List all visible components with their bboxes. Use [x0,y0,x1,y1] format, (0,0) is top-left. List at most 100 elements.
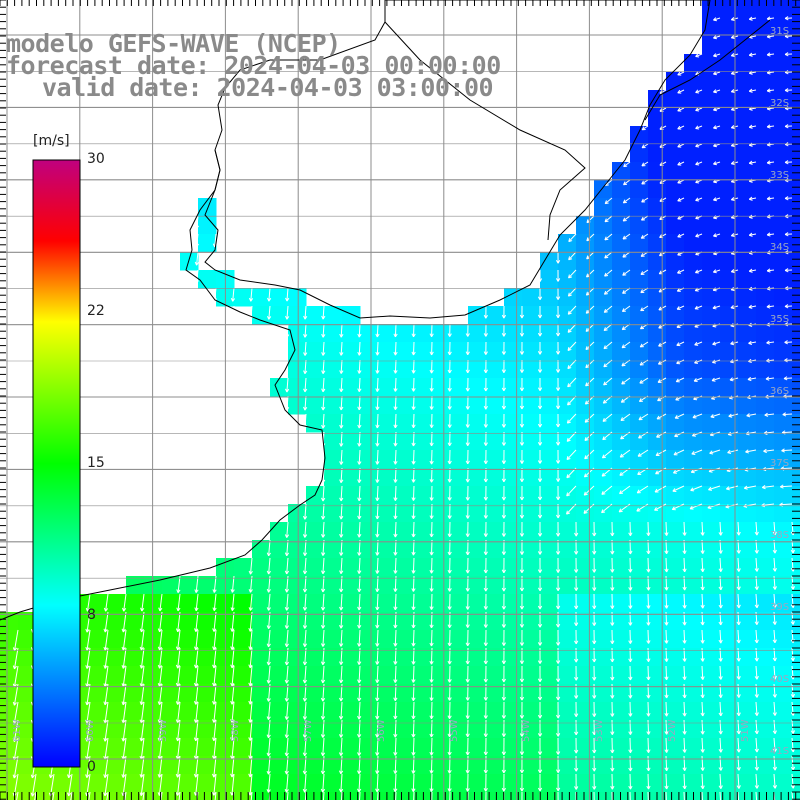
wind-arrow-head [177,665,181,669]
speed-cell [648,576,667,595]
speed-cell [540,702,559,721]
speed-cell [792,342,800,361]
speed-cell [684,486,703,505]
speed-cell [198,738,217,757]
wind-arrow-head [105,608,109,612]
wind-arrow-head [503,424,507,428]
wind-arrow [773,773,776,789]
speed-cell [648,252,667,271]
wind-arrow-head [467,442,470,446]
wind-arrow [737,593,740,609]
wind-arrow [603,341,613,350]
speed-cell [738,468,757,487]
wind-arrow [676,359,685,364]
speed-cell [342,450,361,469]
wind-arrow [586,251,595,260]
speed-cell [522,414,541,433]
speed-cell [144,648,163,667]
wind-arrow [647,557,650,573]
wind-arrow-head [630,713,633,717]
wind-arrow [122,683,127,705]
wind-arrow-head [567,421,571,424]
wind-arrow-head [539,642,543,646]
wind-arrow [605,179,613,186]
wind-arrow [719,629,722,644]
speed-cell [594,450,613,469]
speed-cell [396,774,415,793]
speed-cell [666,558,685,577]
speed-cell [630,558,649,577]
wind-arrow [286,791,289,800]
wind-arrow-head [394,606,398,611]
speed-cell [18,648,37,667]
wind-arrow [568,287,577,297]
wind-arrow [701,521,704,536]
speed-cell [540,756,559,775]
wind-arrow-head [304,588,308,593]
wind-arrow-head [557,787,561,792]
wind-arrow [286,737,289,756]
wind-arrow-head [340,661,344,665]
wind-arrow-head [232,298,236,302]
speed-cell [666,180,685,199]
speed-cell [234,756,253,775]
wind-arrow [358,413,361,429]
speed-cell [666,108,685,127]
wind-arrow [701,719,704,735]
wind-arrow-head [766,270,771,273]
speed-cell [720,306,739,325]
wind-arrow [567,413,577,424]
wind-arrow [249,593,253,611]
speed-cell [396,630,415,649]
speed-cell [648,702,667,721]
wind-arrow-head [630,767,633,772]
speed-cell [648,558,667,577]
speed-cell [684,162,703,181]
wind-arrow-head [322,588,326,593]
wind-arrow-head [557,714,561,719]
speed-cell [450,540,469,559]
wind-arrow-head [449,442,452,447]
speed-cell [576,774,595,793]
wind-arrow [719,521,722,536]
wind-arrow-head [177,792,180,796]
speed-cell [792,558,800,577]
wind-arrow [158,701,163,723]
wind-arrow [412,593,415,610]
wind-arrow [322,773,325,793]
speed-cell [738,414,757,433]
wind-arrow-head [268,607,271,611]
speed-cell [792,774,800,793]
wind-arrow-head [567,439,571,442]
speed-cell [684,216,703,235]
speed-cell [450,432,469,451]
wind-arrow [358,341,361,356]
wind-arrow [713,197,721,201]
speed-cell [702,648,721,667]
speed-cell [234,558,253,577]
wind-arrow-head [720,767,723,771]
speed-cell [720,648,739,667]
wind-arrow-head [322,570,326,575]
wind-arrow-head [358,370,362,374]
speed-cell [612,558,631,577]
wind-arrow [730,341,739,345]
wind-arrow-head [394,697,398,702]
wind-arrow-head [358,624,362,629]
speed-cell [324,774,343,793]
wind-arrow-head [358,588,362,593]
wind-arrow-head [521,460,525,464]
wind-arrow [122,647,127,669]
wind-arrow-head [708,471,713,473]
speed-cell [414,648,433,667]
speed-cell [324,396,343,415]
speed-cell [198,648,217,667]
wind-arrow-head [749,270,753,273]
wind-arrow-head [666,676,669,681]
speed-cell [756,396,775,415]
speed-cell [324,702,343,721]
wind-arrow-head [449,770,452,774]
speed-cell [720,468,739,487]
speed-cell [90,774,109,793]
wind-arrow-head [603,347,608,350]
